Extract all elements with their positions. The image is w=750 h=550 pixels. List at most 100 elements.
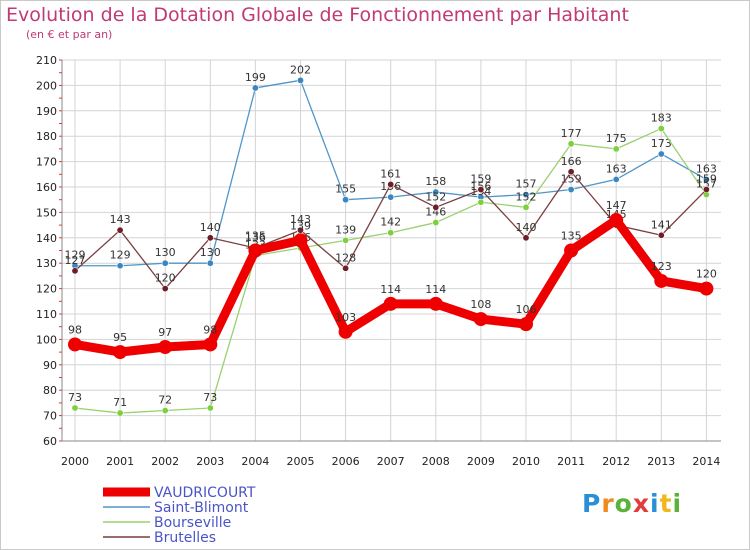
y-tick-label: 200 xyxy=(36,79,57,92)
x-tick-label: 2001 xyxy=(106,455,134,468)
y-tick-label: 210 xyxy=(36,54,57,67)
data-point-bourseville xyxy=(387,229,395,237)
data-label-vaudricourt: 114 xyxy=(425,283,446,296)
data-point-saint-blimont xyxy=(251,84,259,92)
data-label-saint-blimont: 173 xyxy=(651,137,672,150)
data-point-bourseville xyxy=(116,409,124,417)
data-label-brutelles: 143 xyxy=(290,213,311,226)
y-tick-label: 80 xyxy=(43,384,57,397)
y-tick-label: 170 xyxy=(36,156,57,169)
data-point-bourseville xyxy=(657,125,665,133)
data-point-vaudricourt xyxy=(428,296,443,311)
data-point-saint-blimont xyxy=(342,196,350,204)
legend-label-bourseville: Bourseville xyxy=(154,515,231,531)
x-tick-label: 2006 xyxy=(332,455,360,468)
data-point-saint-blimont xyxy=(387,193,395,201)
data-label-saint-blimont: 129 xyxy=(65,249,86,262)
data-label-vaudricourt: 120 xyxy=(696,268,717,281)
data-point-vaudricourt xyxy=(473,312,488,327)
data-point-vaudricourt xyxy=(383,296,398,311)
data-point-saint-blimont xyxy=(567,186,575,194)
data-label-saint-blimont: 129 xyxy=(110,249,131,262)
chart-subtitle: (en € et par an) xyxy=(26,28,113,41)
data-point-brutelles xyxy=(116,226,124,234)
data-label-vaudricourt: 147 xyxy=(606,199,627,212)
data-label-bourseville: 142 xyxy=(380,216,401,229)
data-point-saint-blimont xyxy=(702,175,710,183)
y-tick-label: 70 xyxy=(43,410,57,423)
y-tick-label: 90 xyxy=(43,359,57,372)
chart-title: Evolution de la Dotation Globale de Fonc… xyxy=(6,4,629,26)
data-label-brutelles: 166 xyxy=(561,155,582,168)
data-point-bourseville xyxy=(612,145,620,153)
data-label-vaudricourt: 139 xyxy=(290,219,311,232)
data-point-vaudricourt xyxy=(293,233,308,248)
data-point-saint-blimont xyxy=(116,262,124,270)
data-point-bourseville xyxy=(567,140,575,148)
data-label-saint-blimont: 202 xyxy=(290,63,311,76)
data-point-brutelles xyxy=(387,180,395,188)
data-point-vaudricourt xyxy=(609,213,624,228)
data-label-vaudricourt: 98 xyxy=(203,323,217,336)
y-tick-label: 110 xyxy=(36,308,57,321)
data-label-vaudricourt: 98 xyxy=(68,323,82,336)
data-point-vaudricourt xyxy=(564,243,579,258)
x-tick-label: 2011 xyxy=(557,455,585,468)
data-point-saint-blimont xyxy=(296,76,304,84)
y-tick-label: 130 xyxy=(36,257,57,270)
data-label-saint-blimont: 163 xyxy=(606,162,627,175)
data-point-saint-blimont xyxy=(612,175,620,183)
data-label-bourseville: 152 xyxy=(516,190,537,203)
data-point-brutelles xyxy=(342,264,350,272)
data-label-saint-blimont: 158 xyxy=(425,175,446,188)
x-tick-label: 2003 xyxy=(196,455,224,468)
data-label-brutelles: 161 xyxy=(380,167,401,180)
data-point-brutelles xyxy=(567,168,575,176)
data-point-vaudricourt xyxy=(248,243,263,258)
x-tick-label: 2012 xyxy=(602,455,630,468)
x-tick-label: 2007 xyxy=(377,455,405,468)
data-label-saint-blimont: 159 xyxy=(561,173,582,186)
data-label-bourseville: 177 xyxy=(561,127,582,140)
data-point-brutelles xyxy=(522,234,530,242)
data-label-brutelles: 140 xyxy=(200,221,221,234)
x-tick-label: 2008 xyxy=(422,455,450,468)
data-point-saint-blimont xyxy=(657,150,665,158)
data-label-brutelles: 159 xyxy=(696,173,717,186)
x-tick-label: 2013 xyxy=(647,455,675,468)
data-point-brutelles xyxy=(206,234,214,242)
data-label-vaudricourt: 106 xyxy=(516,303,537,316)
x-tick-label: 2004 xyxy=(241,455,269,468)
data-point-saint-blimont xyxy=(206,259,214,267)
data-point-brutelles xyxy=(432,203,440,211)
data-label-saint-blimont: 130 xyxy=(155,246,176,259)
data-label-brutelles: 159 xyxy=(470,173,491,186)
data-point-bourseville xyxy=(161,407,169,415)
data-label-vaudricourt: 123 xyxy=(651,260,672,273)
data-label-bourseville: 73 xyxy=(203,391,217,404)
data-point-brutelles xyxy=(702,186,710,194)
data-point-vaudricourt xyxy=(203,337,218,352)
data-label-brutelles: 152 xyxy=(425,190,446,203)
data-point-brutelles xyxy=(161,285,169,293)
data-point-brutelles xyxy=(657,231,665,239)
data-point-vaudricourt xyxy=(519,317,533,332)
legend-label-vaudricourt: VAUDRICOURT xyxy=(154,485,256,501)
x-tick-label: 2005 xyxy=(287,455,315,468)
data-label-bourseville: 73 xyxy=(68,391,82,404)
x-tick-label: 2014 xyxy=(692,455,720,468)
data-label-brutelles: 120 xyxy=(155,272,176,285)
data-label-bourseville: 175 xyxy=(606,132,627,145)
proxiti-logo: Proxiti xyxy=(582,489,683,518)
y-tick-label: 120 xyxy=(36,283,57,296)
y-tick-label: 190 xyxy=(36,105,57,118)
data-label-bourseville: 139 xyxy=(335,223,356,236)
y-tick-label: 150 xyxy=(36,206,57,219)
data-point-saint-blimont xyxy=(522,191,530,199)
data-label-saint-blimont: 157 xyxy=(516,178,537,191)
data-label-saint-blimont: 163 xyxy=(696,162,717,175)
data-label-brutelles: 141 xyxy=(651,218,672,231)
data-point-vaudricourt xyxy=(654,273,669,288)
